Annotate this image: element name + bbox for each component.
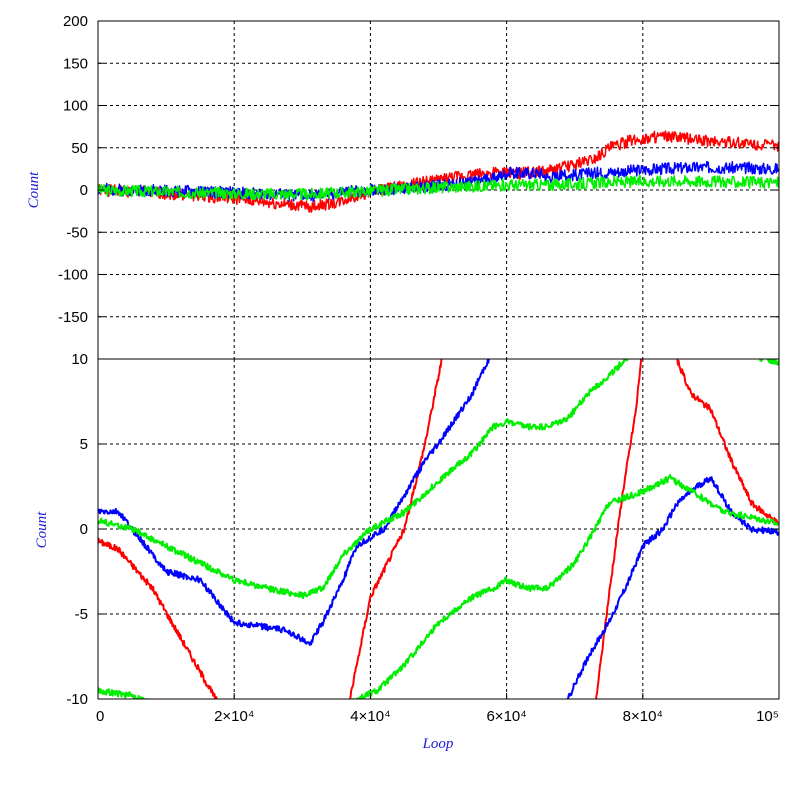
x-tick-label: 8×10⁴ bbox=[623, 708, 663, 725]
y-tick-label: -50 bbox=[66, 224, 88, 241]
bottom-plot: -10 -5 0 5 10 0 2×10⁴ 4×10⁴ 6×10⁴ 8×10⁴ 10⁵ Count… bbox=[34, 351, 780, 752]
x-tick-label: 10⁵ bbox=[756, 708, 779, 725]
y-tick-label: -100 bbox=[58, 267, 88, 284]
top-y-axis-label: Count bbox=[26, 171, 42, 209]
y-tick-label: 150 bbox=[63, 55, 88, 72]
y-tick-label: 200 bbox=[63, 13, 88, 30]
x-tick-label: 4×10⁴ bbox=[350, 708, 390, 725]
top-series bbox=[98, 130, 779, 213]
top-plot: -150 -100 -50 0 50 100 150 200 Count bbox=[26, 13, 779, 359]
series-line bbox=[98, 174, 779, 201]
y-tick-label: 10 bbox=[71, 351, 88, 368]
bottom-y-axis-label: Count bbox=[34, 511, 50, 549]
series-line bbox=[98, 359, 630, 600]
x-axis-label: Loop bbox=[422, 736, 454, 752]
y-tick-label: 0 bbox=[80, 182, 88, 199]
y-tick-label: -5 bbox=[75, 606, 88, 623]
bottom-grid bbox=[98, 359, 779, 699]
bottom-frame bbox=[97, 358, 780, 700]
x-tick-label: 0 bbox=[96, 708, 104, 725]
series-line bbox=[752, 359, 779, 366]
top-y-ticks: -150 -100 -50 0 50 100 150 200 bbox=[58, 13, 779, 326]
bottom-x-ticks: 0 2×10⁴ 4×10⁴ 6×10⁴ 8×10⁴ 10⁵ bbox=[96, 693, 780, 725]
x-tick-label: 2×10⁴ bbox=[214, 708, 254, 725]
series-line bbox=[98, 474, 779, 699]
y-tick-label: -150 bbox=[58, 309, 88, 326]
x-tick-label: 6×10⁴ bbox=[486, 708, 526, 725]
bottom-series bbox=[98, 359, 779, 699]
y-tick-label: 5 bbox=[80, 436, 88, 453]
series-line bbox=[98, 359, 443, 699]
y-tick-label: 50 bbox=[71, 140, 88, 157]
series-line bbox=[98, 130, 779, 213]
series-line bbox=[595, 359, 779, 699]
y-tick-label: -10 bbox=[66, 691, 88, 708]
y-tick-label: 100 bbox=[63, 98, 88, 115]
series-line bbox=[98, 359, 491, 646]
y-tick-label: 0 bbox=[80, 521, 88, 538]
series-line bbox=[566, 476, 779, 699]
